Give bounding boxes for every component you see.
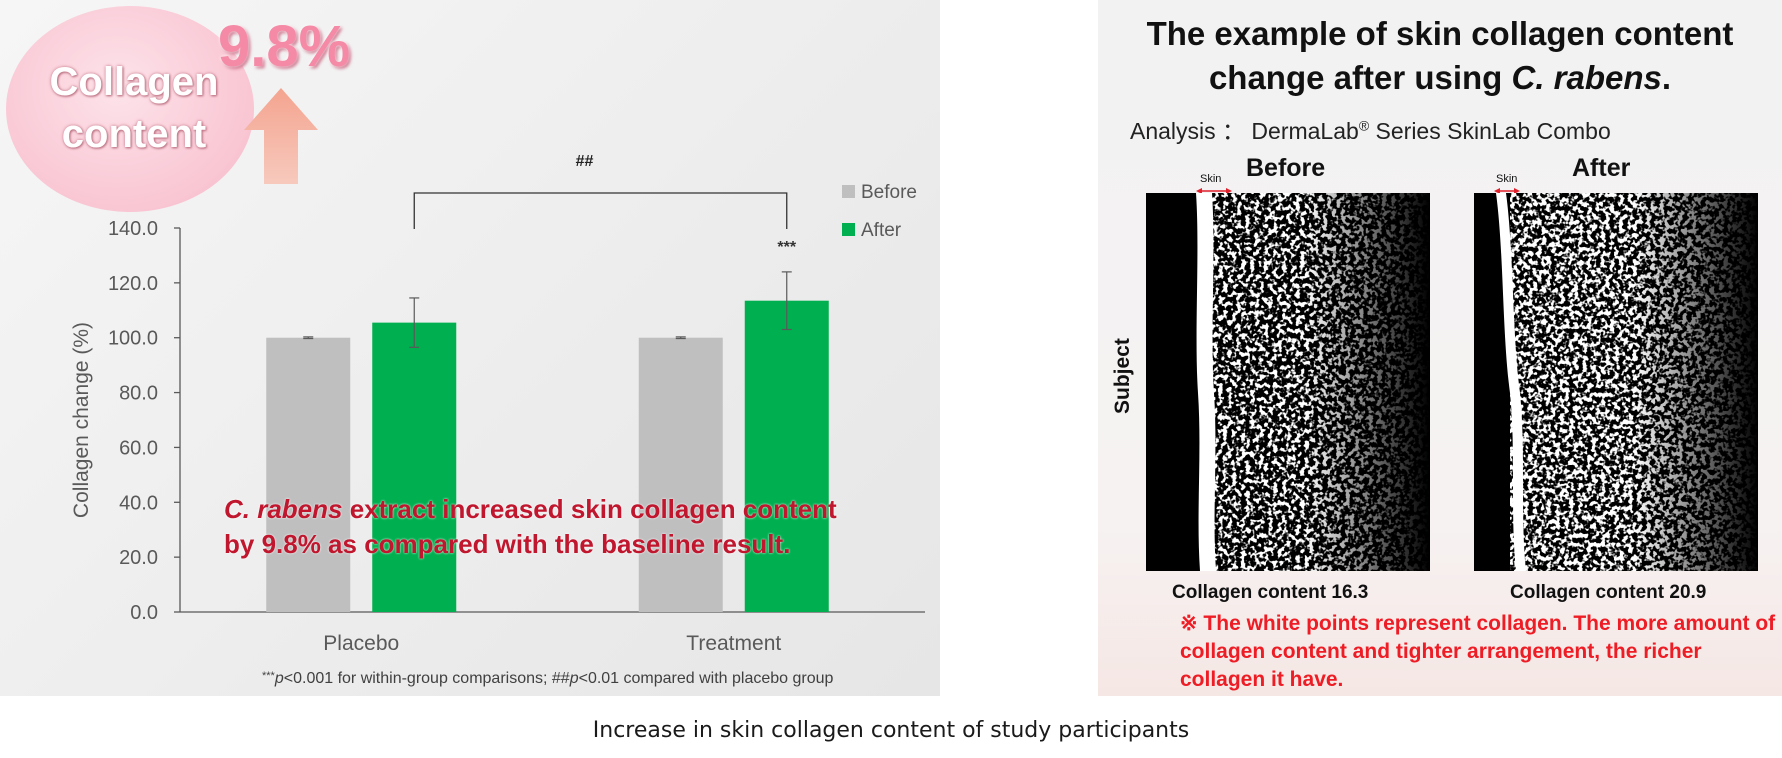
x-tick-label: Placebo (323, 632, 399, 655)
bar-after-placebo (372, 322, 457, 612)
bar-after-treatment (744, 300, 829, 612)
claim-species: C. rabens (224, 494, 343, 524)
skin-width-arrow-icon (1494, 188, 1520, 194)
imaging-title-line1: The example of skin collagen content (1146, 15, 1734, 52)
up-arrow-icon (244, 88, 318, 184)
before-caption: Collagen content 16.3 (1172, 582, 1369, 603)
subject-label-svg: Subject (1111, 338, 1134, 414)
within-group-significance: *** (777, 239, 796, 256)
imaging-panel: The example of skin collagen content cha… (1098, 0, 1782, 696)
footnote-p2: p (569, 670, 579, 687)
y-tick-label: 40.0 (119, 492, 158, 514)
footnote-p1: p (274, 670, 284, 687)
claim-line2: by 9.8% as compared with the baseline re… (224, 529, 791, 559)
skin-tag-after: Skin (1496, 173, 1518, 185)
imaging-note: ※ The white points represent collagen. T… (1180, 612, 1776, 691)
y-tick-label: 0.0 (130, 602, 158, 624)
badge-label: Collagen content (49, 60, 219, 156)
footnote-marker: *** (262, 670, 275, 682)
bar-before-placebo (266, 337, 351, 612)
after-heading: After (1572, 154, 1631, 182)
y-tick-label: 80.0 (119, 383, 158, 405)
registered-mark: ® (1358, 117, 1370, 134)
bar-chart: 0.0 20.0 40.0 60.0 80.0 100.0 120.0 140.0 Collag… (70, 153, 925, 655)
footnote-text2: <0.01 compared with placebo group (578, 670, 834, 687)
before-micrograph (1146, 193, 1430, 571)
legend-label-before: Before (861, 182, 917, 203)
y-tick-label: 20.0 (119, 547, 158, 569)
bar-before-treatment (638, 337, 723, 612)
x-tick-label: Treatment (686, 632, 781, 655)
imaging-title-species: C. rabens (1511, 59, 1662, 96)
legend-swatch-before (842, 185, 855, 198)
between-group-significance: ## (576, 153, 594, 170)
figure-caption: Increase in skin collagen content of stu… (592, 718, 1190, 743)
before-heading: Before (1246, 154, 1326, 182)
analysis-prefix: Analysis ： DermaLab (1130, 118, 1359, 144)
badge-value: 9.8% (218, 14, 351, 79)
footnote-text1: <0.001 for within-group comparisons; ## (283, 670, 570, 687)
claim-text: C. rabens extract increased skin collage… (224, 492, 924, 562)
y-tick-label: 100.0 (108, 328, 158, 350)
legend-swatch-after (842, 223, 855, 236)
y-tick-label: 140.0 (108, 218, 158, 240)
claim-line1: extract increased skin collagen content (342, 494, 837, 524)
after-micrograph (1474, 193, 1758, 571)
y-tick-label: 60.0 (119, 437, 158, 459)
chart-footnote: ***p<0.001 for within-group comparisons;… (262, 670, 833, 688)
after-caption: Collagen content 20.9 (1510, 582, 1707, 603)
imaging-title: The example of skin collagen content cha… (1098, 12, 1782, 100)
chart-panel: 0.0 20.0 40.0 60.0 80.0 100.0 120.0 140.0 Collag… (0, 0, 940, 696)
significance-bracket (413, 192, 788, 229)
skin-width-arrow-icon (1196, 188, 1232, 194)
collagen-badge (6, 6, 254, 212)
y-tick-label: 120.0 (108, 273, 158, 295)
imaging-title-suffix: . (1661, 59, 1672, 96)
analysis-suffix: Series SkinLab Combo (1369, 118, 1611, 144)
imaging-title-prefix: change after using (1208, 59, 1512, 96)
y-axis-label: Collagen change (%) (70, 322, 93, 518)
legend-label-after: After (861, 220, 902, 241)
subject-label: Subject (1111, 338, 1134, 414)
analysis-label: Analysis ： DermaLab® Series SkinLab Comb… (1130, 112, 1611, 146)
skin-tag-before: Skin (1200, 173, 1222, 185)
